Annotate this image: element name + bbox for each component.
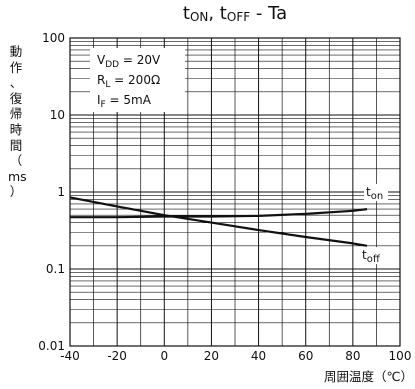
series-line-toff: [69, 196, 368, 247]
condition-if: IF = 5mA: [97, 93, 152, 110]
y-tick-label: 100: [42, 31, 65, 45]
y-tick-label: 0.01: [38, 339, 65, 353]
series-lines: [69, 196, 368, 247]
x-tick-label: 80: [345, 349, 360, 363]
series-line-ton: [70, 208, 368, 219]
tick-labels: -40 -20 0 20 40 60 80 100 100 10 1 0.1 0.01: [38, 31, 411, 363]
condition-vdd: VDD = 20V: [97, 53, 161, 70]
conditions-box: VDD = 20V RL = 200Ω IF = 5mA: [90, 48, 185, 112]
x-tick-label: 40: [251, 349, 266, 363]
y-axis-label: 動 作 、 復 帰 時 間 （ ms ）: [8, 44, 27, 200]
series-label-ton: ton: [366, 185, 383, 202]
y-tick-label: 0.1: [46, 262, 65, 276]
x-axis-label: 周囲温度（℃）: [323, 369, 413, 384]
x-tick-label: 0: [160, 349, 168, 363]
x-tick-label: 100: [389, 349, 412, 363]
y-tick-label: 1: [57, 185, 65, 199]
x-tick-label: -20: [107, 349, 127, 363]
y-tick-label: 10: [50, 108, 65, 122]
x-tick-label: 20: [204, 349, 219, 363]
x-tick-label: -40: [60, 349, 80, 363]
condition-rl: RL = 200Ω: [97, 73, 160, 90]
x-tick-label: 60: [298, 349, 313, 363]
series-label-toff: toff: [362, 248, 381, 265]
chart-title: tON, tOFF - Ta: [182, 3, 288, 24]
plot-frame: [69, 37, 401, 347]
